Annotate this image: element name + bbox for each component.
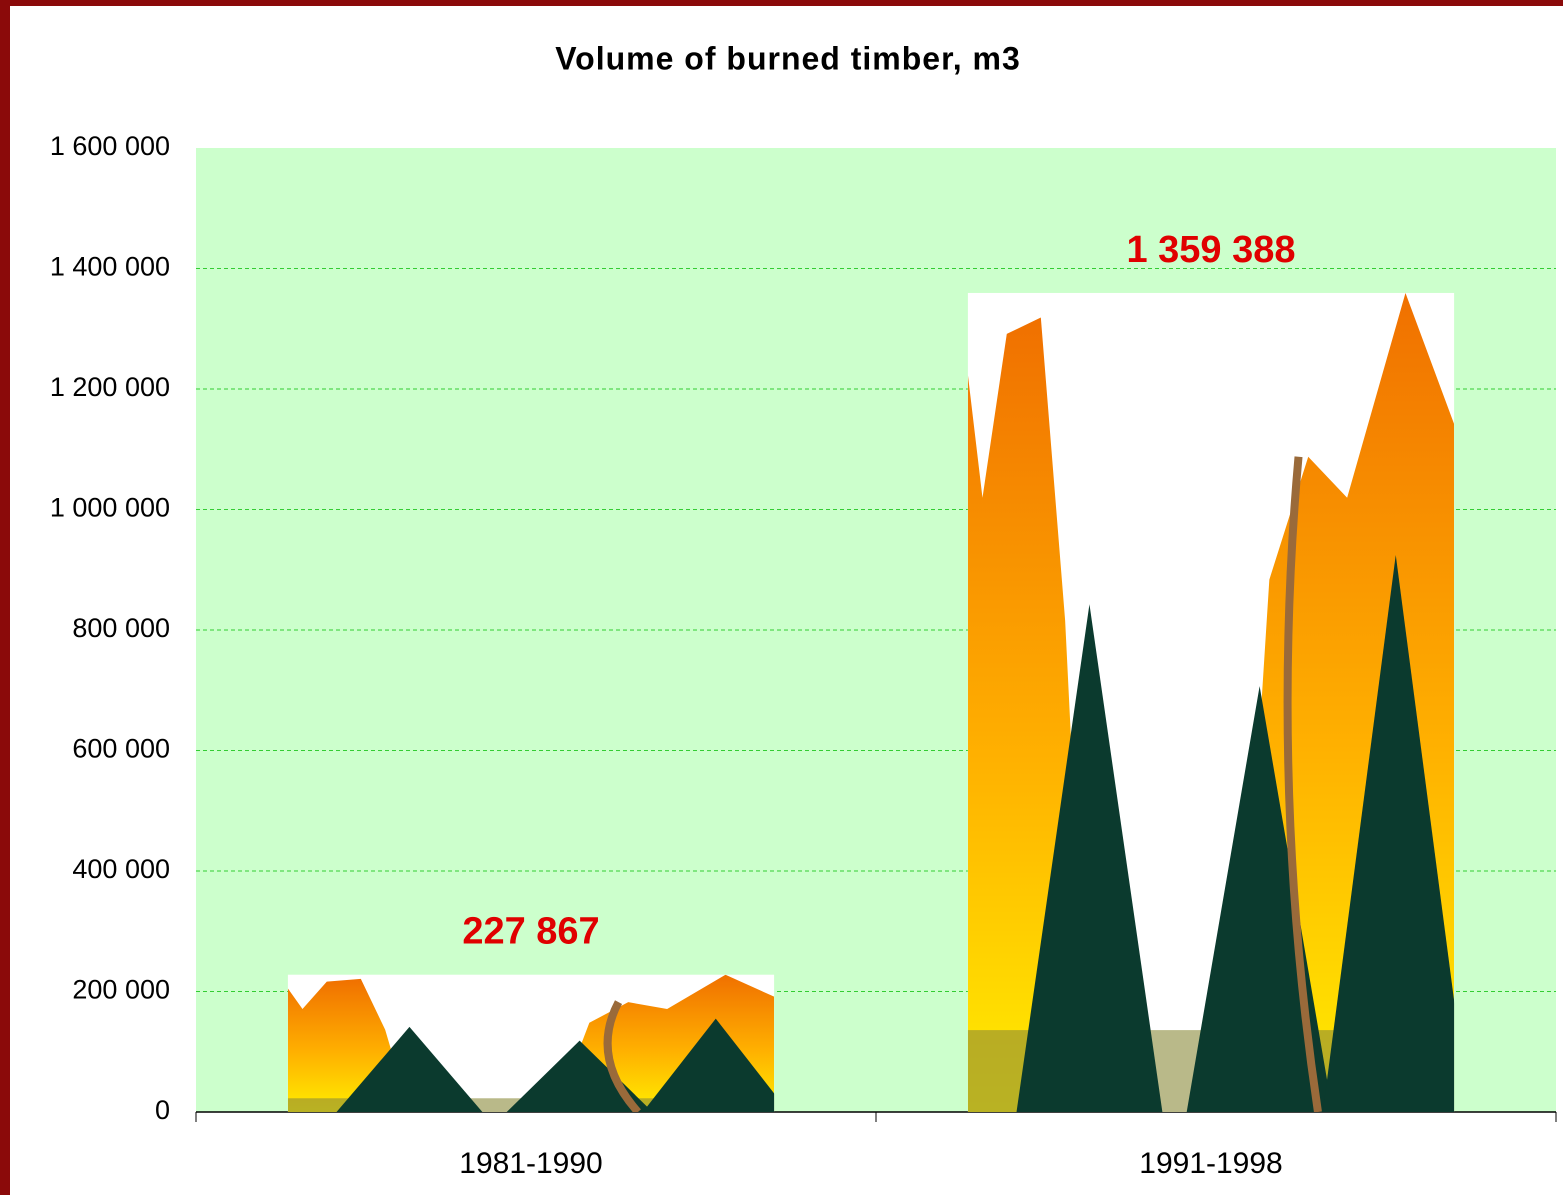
y-tick-label: 1 600 000 bbox=[50, 131, 170, 161]
chart-title: Volume of burned timber, m3 bbox=[555, 40, 1021, 76]
chart: Volume of burned timber, m3 0 200 000 400 … bbox=[0, 0, 1563, 1195]
y-tick-label: 0 bbox=[155, 1095, 170, 1125]
y-tick-label: 1 400 000 bbox=[50, 252, 170, 282]
frame-top bbox=[0, 0, 1563, 6]
y-tick-label: 1 000 000 bbox=[50, 493, 170, 523]
x-tick-label: 1981-1990 bbox=[459, 1147, 602, 1180]
y-tick-label: 600 000 bbox=[72, 734, 170, 764]
y-tick-label: 400 000 bbox=[72, 854, 170, 884]
frame-left bbox=[0, 0, 10, 1195]
value-label: 227 867 bbox=[462, 911, 599, 953]
y-tick-label: 1 200 000 bbox=[50, 372, 170, 402]
x-tick-label: 1991-1998 bbox=[1139, 1147, 1282, 1180]
y-tick-label: 800 000 bbox=[72, 613, 170, 643]
y-tick-label: 200 000 bbox=[72, 975, 170, 1005]
value-label: 1 359 388 bbox=[1126, 229, 1295, 271]
